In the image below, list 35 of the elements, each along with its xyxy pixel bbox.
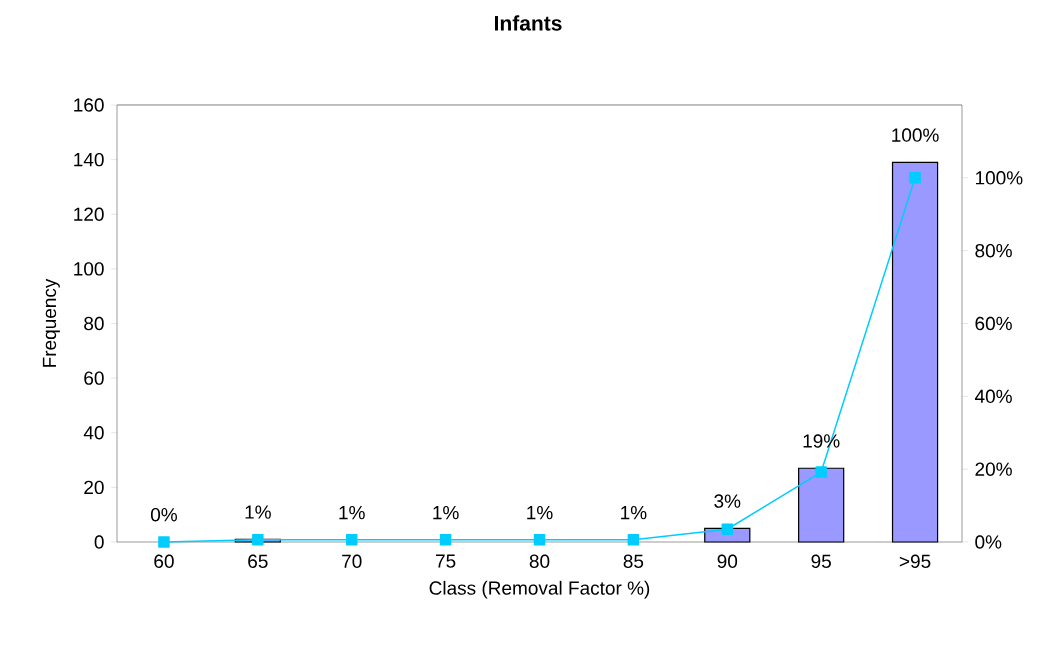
- y-tick-label: 140: [74, 152, 104, 167]
- y-tick-label: 160: [74, 98, 104, 112]
- x-tick-label: 70: [342, 554, 362, 568]
- x-tick-label: 85: [623, 554, 644, 568]
- x-tick-label: 95: [811, 554, 831, 568]
- data-label: 1%: [621, 505, 647, 520]
- y-tick-label: 60: [84, 371, 104, 385]
- x-tick-label: 60: [154, 554, 174, 568]
- y-axis-title: Frequency: [42, 278, 60, 367]
- y2-tick-label: 20%: [975, 462, 1012, 476]
- data-label: 1%: [433, 505, 459, 520]
- x-axis-title: Class (Removal Factor %): [429, 580, 650, 599]
- data-label: 0%: [150, 508, 177, 522]
- y-tick-label: 100: [74, 262, 104, 276]
- data-label: 1%: [245, 505, 271, 519]
- data-label: 3%: [714, 494, 741, 508]
- y-tick-label: 0: [94, 535, 104, 549]
- y-tick-label: 80: [84, 316, 104, 331]
- y-tick-label: 40: [83, 426, 104, 440]
- y2-tick-label: 60%: [975, 316, 1012, 331]
- chart-title: Infants: [495, 15, 562, 31]
- data-label: 100%: [892, 128, 939, 142]
- x-tick-label: >95: [899, 554, 931, 568]
- y2-tick-label: 100%: [975, 171, 1023, 185]
- y2-tick-label: 40%: [974, 389, 1012, 404]
- y-tick-label: 120: [74, 207, 104, 221]
- y2-tick-label: 0%: [975, 535, 1002, 549]
- data-label: 1%: [527, 505, 553, 520]
- y-tick-label: 20: [84, 480, 104, 495]
- x-tick-label: 75: [436, 554, 456, 568]
- x-tick-label: 80: [529, 554, 550, 568]
- x-tick-label: 65: [248, 554, 268, 568]
- x-tick-label: 90: [717, 554, 738, 568]
- data-label: 1%: [339, 505, 365, 520]
- y2-tick-label: 80%: [975, 243, 1012, 258]
